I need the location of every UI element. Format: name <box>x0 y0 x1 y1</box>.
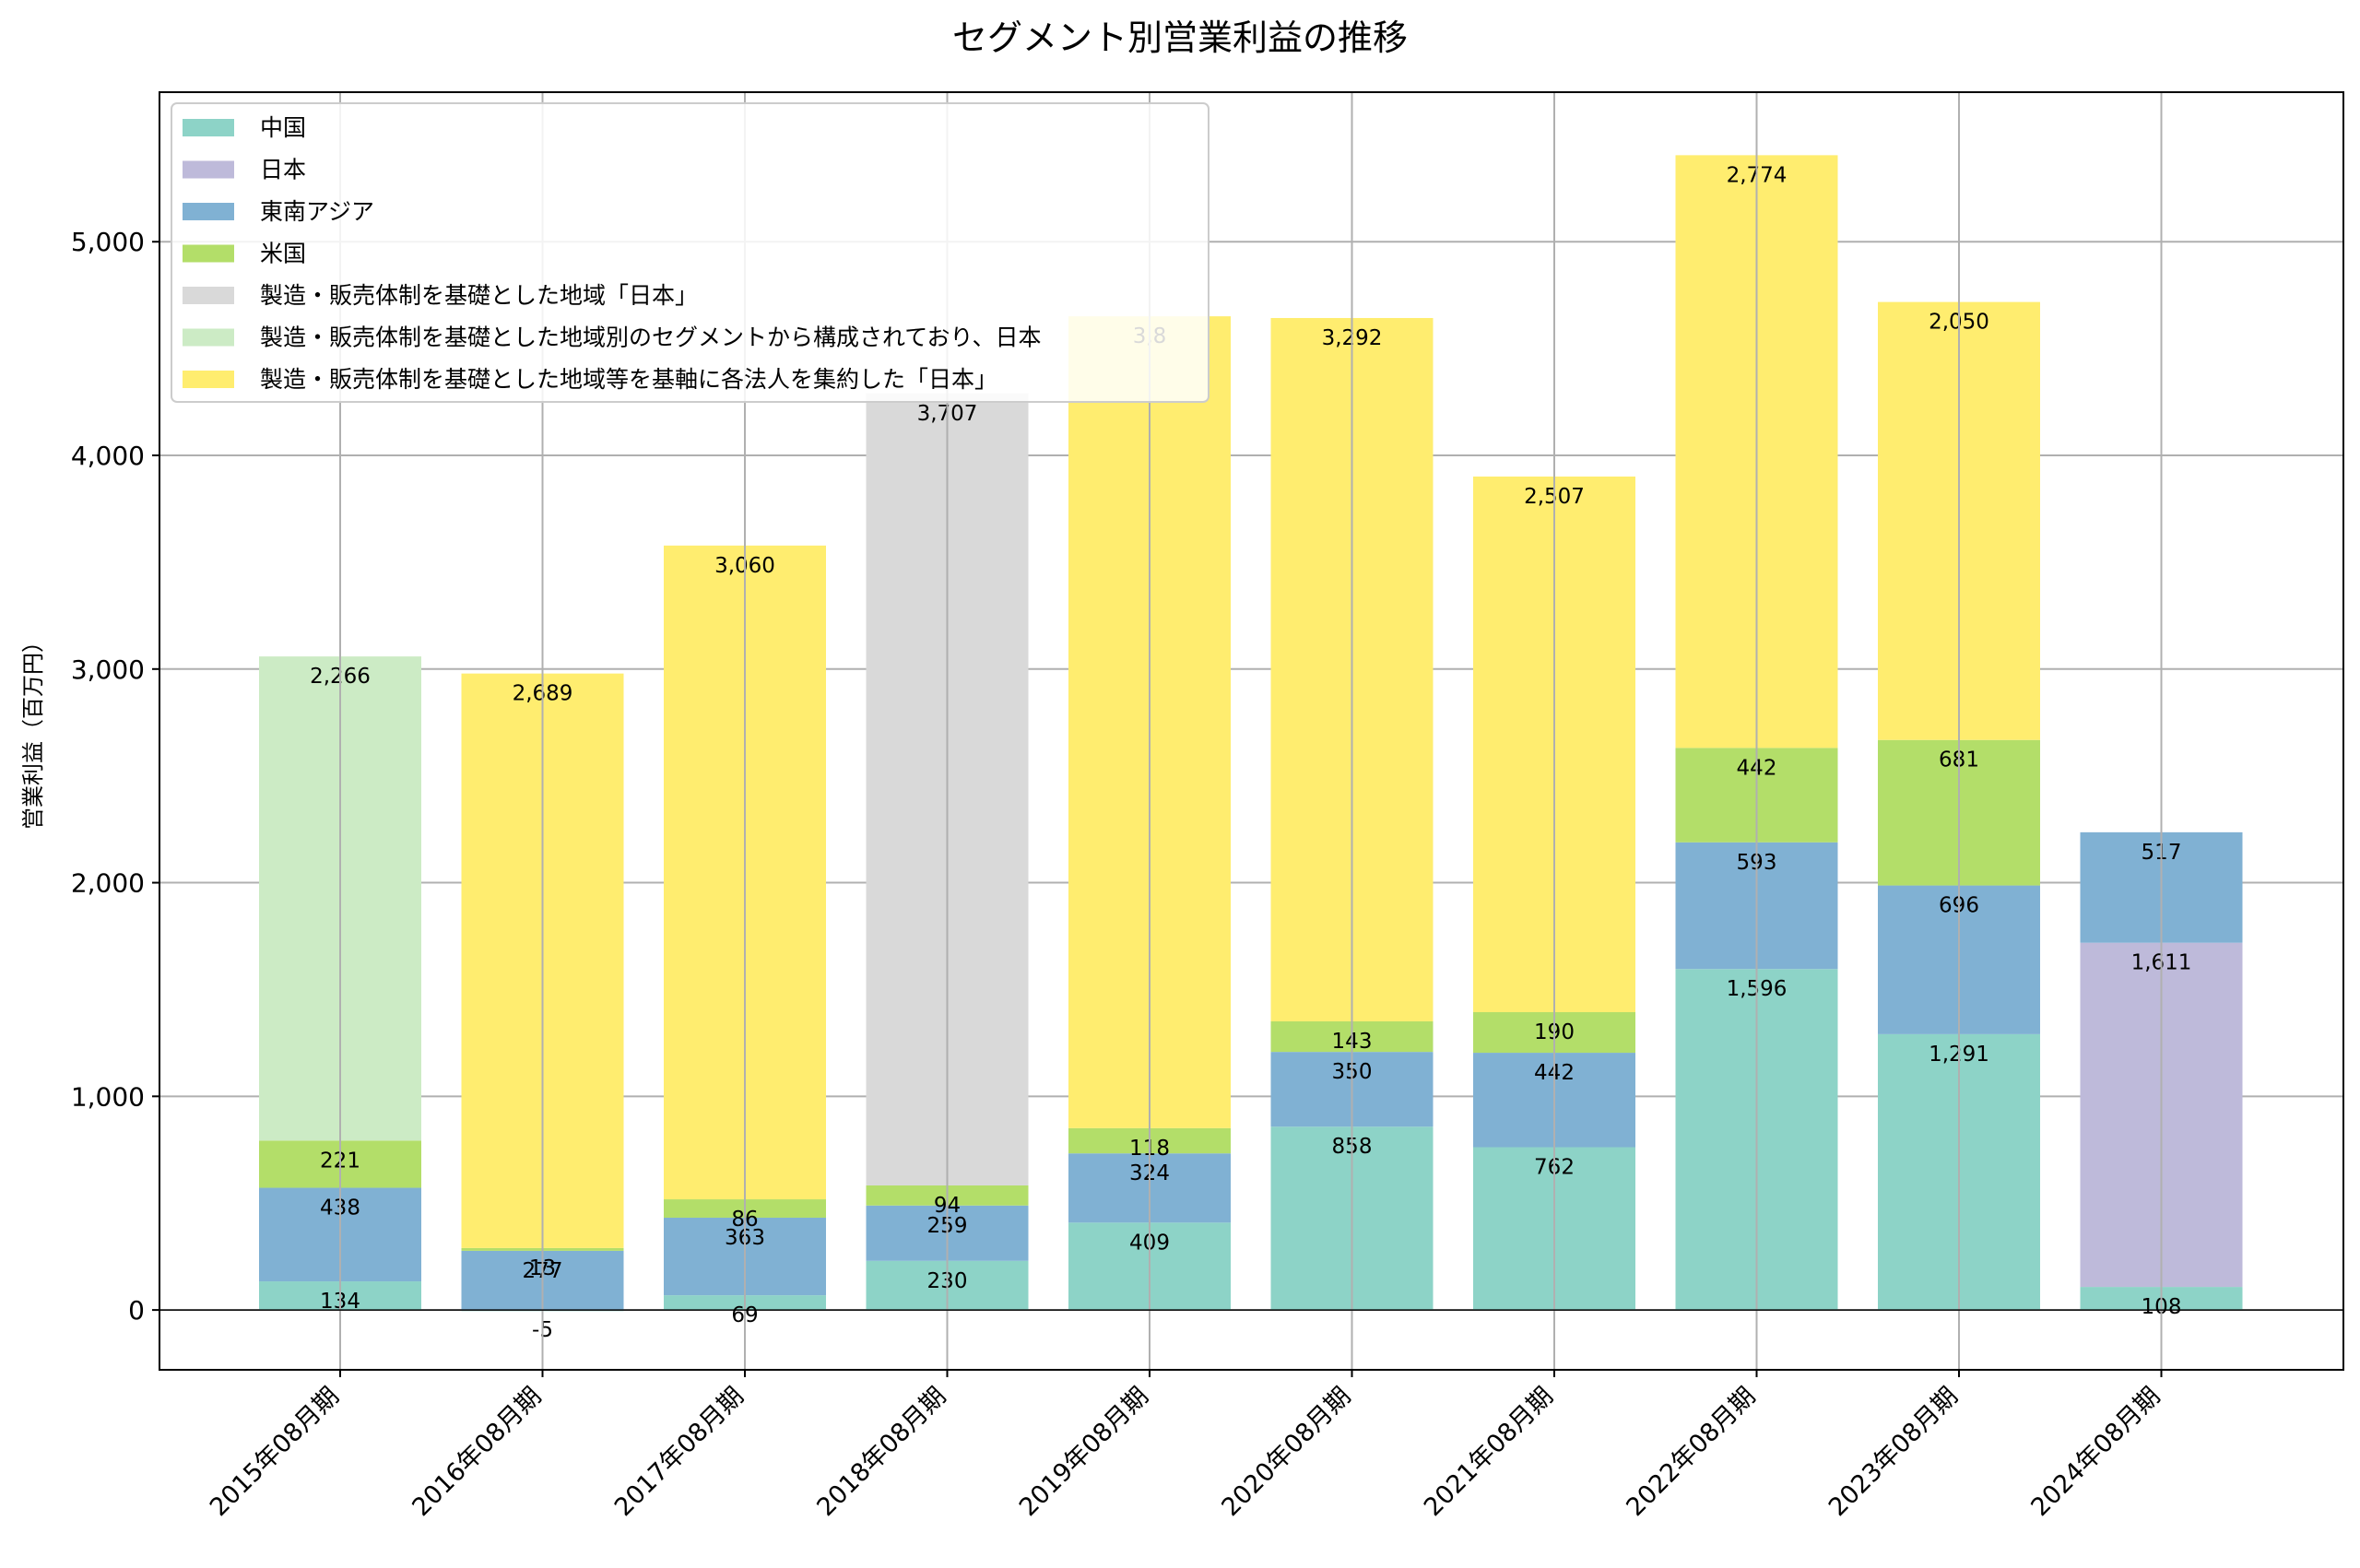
x-tick-label-7: 2022年08月期 <box>1621 1382 1761 1522</box>
x-tick-label-6: 2021年08月期 <box>1419 1382 1559 1522</box>
x-tick-label-2: 2017年08月期 <box>609 1382 749 1522</box>
legend-swatch-0 <box>183 119 234 136</box>
legend-swatch-4 <box>183 287 234 304</box>
legend-label-2: 東南アジア <box>260 198 374 225</box>
legend-swatch-3 <box>183 244 234 263</box>
legend-label-4: 製造・販売体制を基礎とした地域「日本」 <box>260 282 698 309</box>
y-axis-label: 営業利益（百万円） <box>20 631 46 830</box>
chart-title: セグメント別営業利益の推移 <box>952 18 1408 58</box>
legend-label-6: 製造・販売体制を基礎とした地域等を基軸に各法人を集約した「日本」 <box>260 366 997 393</box>
bar-labels-layer: 134-5692304098587621,5961,2911081,611438… <box>310 92 2191 1370</box>
x-tick-label-4: 2019年08月期 <box>1014 1382 1154 1522</box>
legend-label-3: 米国 <box>260 241 306 267</box>
legend-swatch-2 <box>183 203 234 220</box>
legend: 中国日本東南アジア米国製造・販売体制を基礎とした地域「日本」製造・販売体制を基礎… <box>171 102 1210 403</box>
legend-swatch-5 <box>183 328 234 347</box>
y-tick-label-5: 5,000 <box>71 227 145 257</box>
legend-swatch-6 <box>183 371 234 388</box>
legend-label-0: 中国 <box>260 114 306 141</box>
legend-label-5: 製造・販売体制を基礎とした地域別のセグメントから構成されており、日本 <box>260 324 1042 351</box>
x-tick-label-8: 2023年08月期 <box>1823 1382 1964 1522</box>
y-tick-label-3: 3,000 <box>71 654 145 685</box>
x-tick-label-5: 2020年08月期 <box>1216 1382 1356 1522</box>
plot-frame <box>159 91 2344 1371</box>
y-tick-label-1: 1,000 <box>71 1081 145 1112</box>
x-tick-label-0: 2015年08月期 <box>205 1382 345 1522</box>
legend-swatch-1 <box>183 160 234 179</box>
legend-label-1: 日本 <box>260 157 306 183</box>
y-tick-label-0: 0 <box>128 1295 145 1326</box>
x-tick-label-3: 2018年08月期 <box>811 1382 951 1522</box>
x-tick-label-9: 2024年08月期 <box>2025 1382 2165 1522</box>
y-tick-label-2: 2,000 <box>71 868 145 899</box>
x-tick-label-1: 2016年08月期 <box>407 1382 547 1522</box>
y-tick-label-4: 4,000 <box>71 441 145 471</box>
legend-box <box>171 102 1210 403</box>
